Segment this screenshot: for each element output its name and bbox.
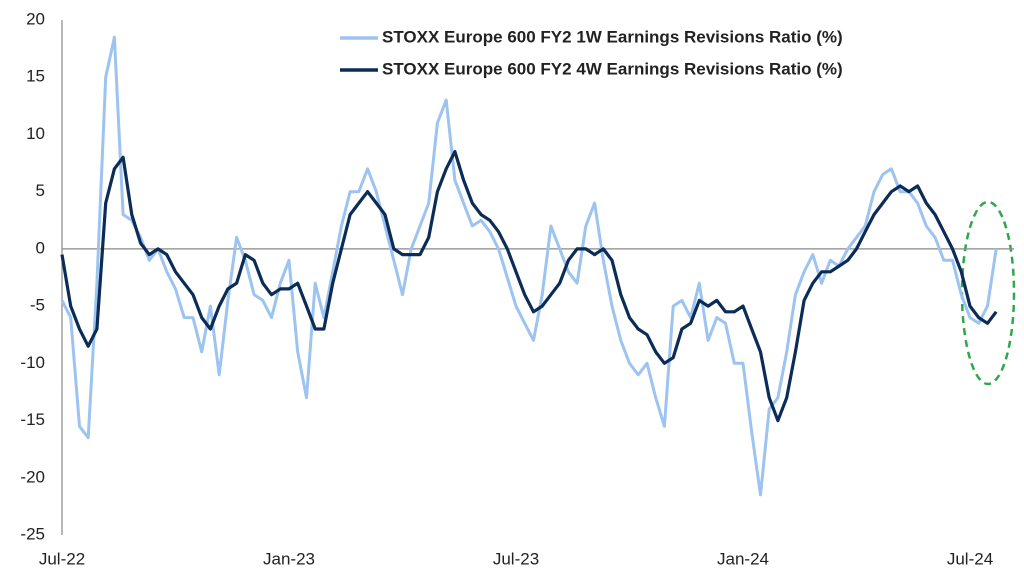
x-tick-label: Jan-24 [717, 549, 769, 568]
y-tick-label: 10 [26, 124, 45, 143]
y-tick-label: -5 [30, 296, 45, 315]
series-line [60, 35, 998, 497]
x-tick-label: Jan-23 [263, 549, 315, 568]
y-tick-label: 15 [26, 67, 45, 86]
legend-label: STOXX Europe 600 FY2 4W Earnings Revisio… [382, 59, 843, 78]
x-tick-label: Jul-24 [947, 549, 993, 568]
y-tick-label: 5 [36, 181, 45, 200]
y-tick-label: -20 [20, 467, 45, 486]
y-tick-label: -10 [20, 353, 45, 372]
y-tick-label: -15 [20, 410, 45, 429]
series-line [60, 150, 998, 423]
x-tick-label: Jul-23 [493, 549, 539, 568]
y-tick-label: 20 [26, 9, 45, 28]
y-tick-label: 0 [36, 238, 45, 257]
legend-label: STOXX Europe 600 FY2 1W Earnings Revisio… [382, 27, 843, 46]
y-tick-label: -25 [20, 524, 45, 543]
x-tick-label: Jul-22 [39, 549, 85, 568]
